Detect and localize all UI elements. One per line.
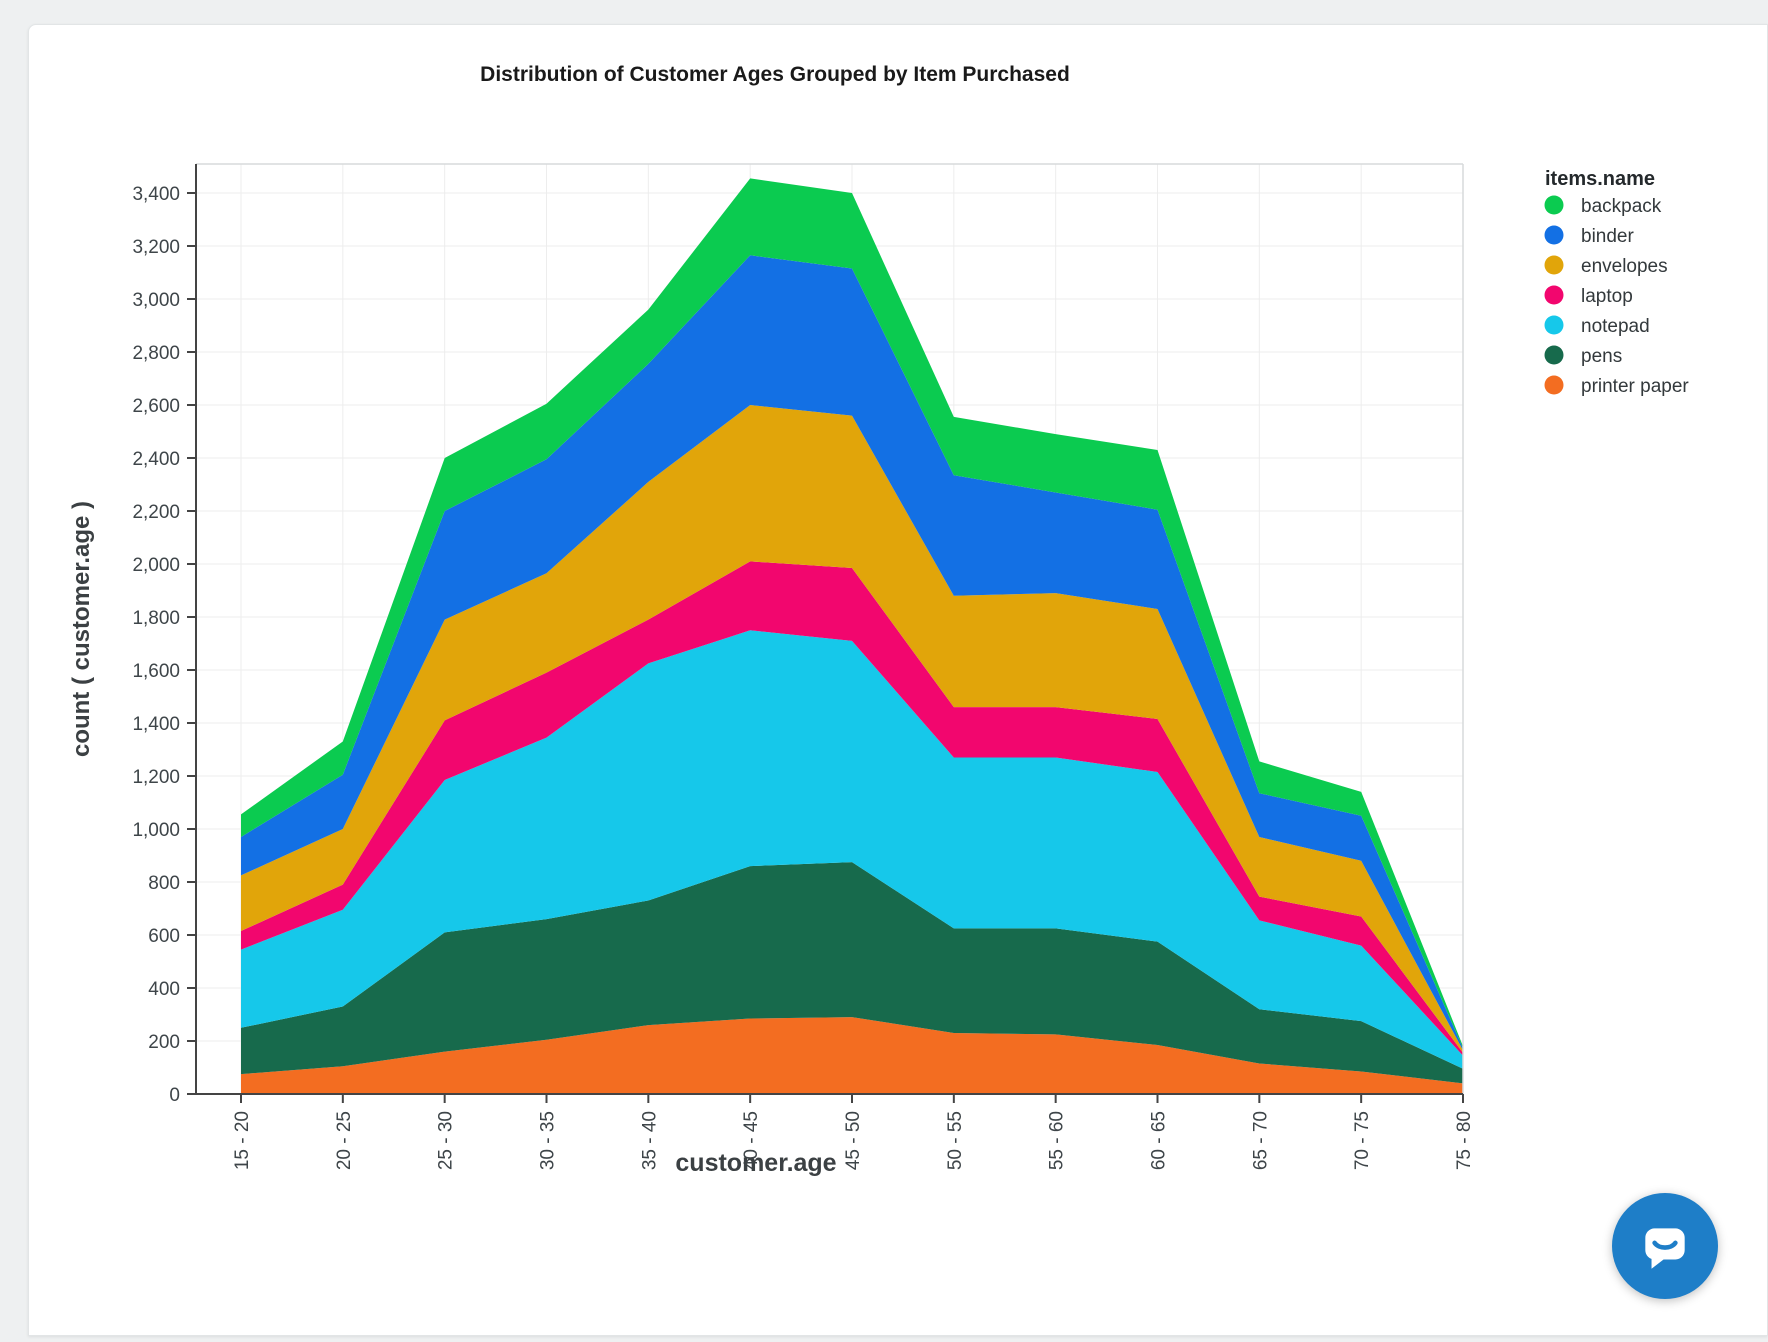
x-tick-label: 70 - 75 (1352, 1111, 1373, 1170)
chat-bubble-icon (1645, 1228, 1685, 1269)
x-tick-label: 45 - 50 (843, 1111, 864, 1170)
x-tick-label: 20 - 25 (334, 1111, 355, 1170)
x-tick-label: 15 - 20 (232, 1111, 253, 1170)
legend-item-backpack[interactable]: backpack (1544, 195, 1662, 218)
legend-item-printer-paper[interactable]: printer paper (1544, 375, 1690, 398)
y-tick-label: 2,200 (132, 502, 180, 523)
x-tick-label: 35 - 40 (639, 1111, 660, 1170)
legend-item-notepad[interactable]: notepad (1544, 315, 1650, 338)
legend-label: backpack (1581, 196, 1662, 217)
legend-swatch-icon (1544, 255, 1564, 275)
legend-label: binder (1581, 226, 1634, 247)
legend-label: laptop (1581, 286, 1633, 307)
area-notepad[interactable] (241, 630, 1463, 1069)
area-binder[interactable] (241, 255, 1463, 1051)
legend-label: pens (1581, 346, 1622, 367)
y-tick-label: 400 (148, 979, 180, 1000)
area-printer-paper[interactable] (241, 1017, 1463, 1094)
y-tick-label: 2,800 (132, 343, 180, 364)
x-tick-label: 30 - 35 (538, 1111, 559, 1170)
area-envelopes[interactable] (241, 405, 1463, 1053)
legend-label: notepad (1581, 316, 1650, 337)
x-tick-label: 65 - 70 (1250, 1111, 1271, 1170)
x-tick-label: 50 - 55 (945, 1111, 966, 1170)
legend-swatch-icon (1544, 375, 1564, 395)
y-tick-label: 0 (169, 1085, 180, 1106)
legend-swatch-icon (1544, 195, 1564, 215)
legend-label: printer paper (1581, 376, 1689, 397)
legend-item-pens[interactable]: pens (1544, 345, 1623, 368)
chart-title: Distribution of Customer Ages Grouped by… (480, 63, 1070, 86)
y-tick-label: 2,400 (132, 449, 180, 470)
y-axis-title: count ( customer.age ) (68, 501, 95, 757)
legend-item-envelopes[interactable]: envelopes (1544, 255, 1668, 278)
legend-title: items.name (1545, 168, 1655, 190)
chat-launcher-button[interactable] (1612, 1193, 1718, 1299)
y-tick-label: 1,000 (132, 820, 180, 841)
x-tick-label: 60 - 65 (1149, 1111, 1170, 1170)
x-tick-label: 55 - 60 (1047, 1111, 1068, 1170)
y-tick-label: 3,400 (132, 184, 180, 205)
legend-label: envelopes (1581, 256, 1668, 277)
legend-item-laptop[interactable]: laptop (1544, 285, 1633, 308)
area-pens[interactable] (241, 862, 1463, 1084)
x-tick-label: 25 - 30 (436, 1111, 457, 1170)
y-tick-label: 1,800 (132, 608, 180, 629)
x-axis-title: customer.age (675, 1149, 836, 1177)
chart-card: 0 200 400 600 800 1,000 1,200 1,400 1,600 1,800 2,… (28, 24, 1768, 1336)
legend-swatch-icon (1544, 315, 1564, 335)
legend-item-binder[interactable]: binder (1544, 225, 1635, 248)
y-tick-label: 2,600 (132, 396, 180, 417)
y-tick-label: 800 (148, 873, 180, 894)
y-tick-label: 1,400 (132, 714, 180, 735)
y-tick-label: 2,000 (132, 555, 180, 576)
y-tick-label: 200 (148, 1032, 180, 1053)
y-tick-label: 1,200 (132, 767, 180, 788)
y-tick-label: 3,000 (132, 290, 180, 311)
legend-swatch-icon (1544, 345, 1564, 365)
y-tick-label: 600 (148, 926, 180, 947)
x-tick-label: 75 - 80 (1454, 1111, 1475, 1170)
y-tick-label: 3,200 (132, 237, 180, 258)
legend-swatch-icon (1544, 225, 1564, 245)
x-tick-label: 40 - 45 (741, 1111, 762, 1170)
legend-swatch-icon (1544, 285, 1564, 305)
stacked-area-chart: 0 200 400 600 800 1,000 1,200 1,400 1,600 1,800 2,… (68, 63, 1690, 1177)
area-laptop[interactable] (241, 561, 1463, 1056)
y-tick-label: 1,600 (132, 661, 180, 682)
